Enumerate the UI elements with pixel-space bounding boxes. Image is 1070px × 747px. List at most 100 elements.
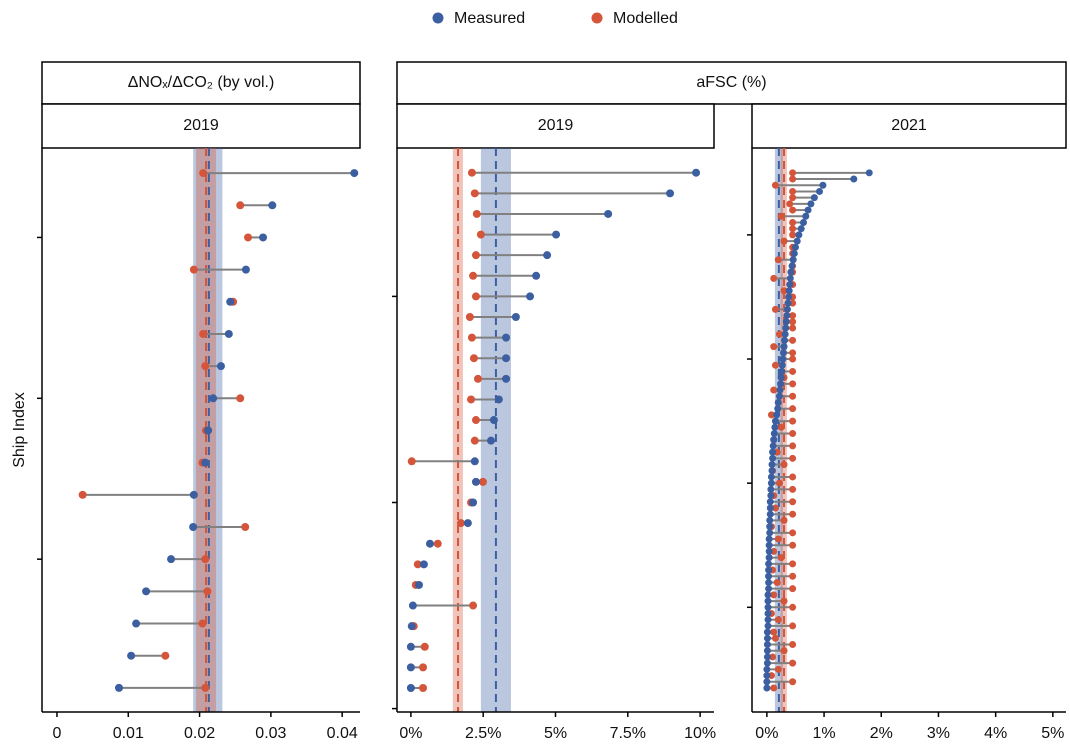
dot xyxy=(768,467,776,475)
dot xyxy=(780,516,788,524)
dot xyxy=(807,200,815,208)
dot xyxy=(471,251,480,260)
dot xyxy=(789,678,797,686)
dot xyxy=(199,169,208,178)
dot xyxy=(779,355,787,363)
dot xyxy=(789,622,797,630)
dot xyxy=(471,477,480,486)
dot xyxy=(790,250,798,258)
dot xyxy=(777,212,785,220)
dot xyxy=(789,454,797,462)
dot xyxy=(769,448,777,456)
dot xyxy=(511,313,520,322)
dot xyxy=(785,287,793,295)
dot xyxy=(469,498,478,507)
dot xyxy=(201,555,210,564)
dot xyxy=(789,169,797,177)
dot xyxy=(470,457,479,466)
dot xyxy=(350,169,359,178)
dot xyxy=(478,477,487,486)
dot xyxy=(789,603,797,611)
dot xyxy=(791,243,799,251)
dot xyxy=(777,374,785,382)
dot xyxy=(473,374,482,383)
dot xyxy=(789,405,797,413)
dot xyxy=(771,417,779,425)
dot xyxy=(783,312,791,320)
dot xyxy=(789,510,797,518)
dot xyxy=(819,181,827,189)
dot xyxy=(804,206,812,214)
dot xyxy=(770,684,778,692)
dot xyxy=(771,504,779,512)
dot xyxy=(789,225,797,233)
dot xyxy=(780,461,788,469)
dot xyxy=(224,329,233,338)
dot xyxy=(472,209,481,218)
group-label: aFSC (%) xyxy=(696,74,766,91)
dot xyxy=(201,683,210,692)
dot xyxy=(198,619,207,628)
dot xyxy=(142,587,151,596)
dot xyxy=(789,187,797,195)
dot xyxy=(764,597,772,605)
dot xyxy=(771,361,779,369)
dot xyxy=(789,355,797,363)
dot xyxy=(489,416,498,425)
dot xyxy=(766,523,774,531)
dot xyxy=(788,262,796,270)
dot xyxy=(767,479,775,487)
dot xyxy=(767,411,775,419)
dot xyxy=(167,555,176,564)
dot xyxy=(763,659,771,667)
dot xyxy=(769,454,777,462)
dot xyxy=(775,330,783,338)
dot xyxy=(406,663,415,672)
dot xyxy=(789,498,797,506)
dot xyxy=(795,231,803,239)
dot xyxy=(765,541,773,549)
dot xyxy=(774,665,782,673)
dot xyxy=(419,663,428,672)
dot xyxy=(199,329,208,338)
dot xyxy=(789,485,797,493)
ci-band xyxy=(452,148,463,712)
dot xyxy=(789,256,797,264)
dot xyxy=(189,490,198,499)
dot xyxy=(763,647,771,655)
dot xyxy=(161,651,170,660)
dot xyxy=(776,386,784,394)
dot xyxy=(132,619,141,628)
dot xyxy=(268,201,277,210)
dot xyxy=(766,498,774,506)
dot xyxy=(765,572,773,580)
dot xyxy=(780,647,788,655)
dot xyxy=(764,610,772,618)
dot xyxy=(763,672,771,680)
dot xyxy=(770,343,778,351)
dot xyxy=(773,411,781,419)
dot xyxy=(773,578,781,586)
dot xyxy=(786,200,794,208)
dot xyxy=(456,519,465,528)
dot xyxy=(789,312,797,320)
dot xyxy=(763,628,771,636)
dot xyxy=(407,457,416,466)
dot xyxy=(526,292,535,301)
dot xyxy=(765,560,773,568)
dot xyxy=(789,324,797,332)
dot xyxy=(204,426,213,435)
x-tick-label: 5% xyxy=(544,725,567,742)
dot xyxy=(774,256,782,264)
x-tick-label: 2.5% xyxy=(465,725,501,742)
dot xyxy=(850,175,858,183)
dot xyxy=(764,603,772,611)
dot xyxy=(476,230,485,239)
dot xyxy=(789,218,797,226)
dot xyxy=(780,343,788,351)
dot xyxy=(766,529,774,537)
dot xyxy=(78,490,87,499)
dot xyxy=(784,299,792,307)
dot xyxy=(487,436,496,445)
dot xyxy=(201,458,210,467)
